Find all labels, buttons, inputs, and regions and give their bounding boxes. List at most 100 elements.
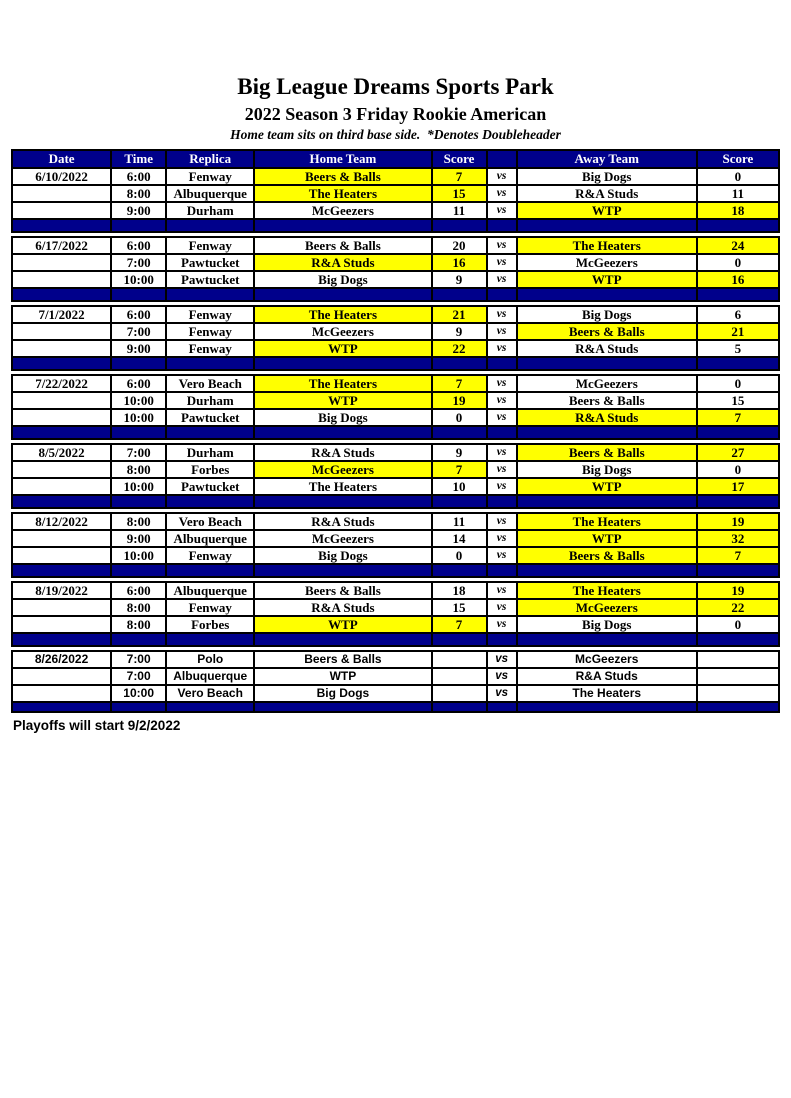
spacer-cell (254, 232, 432, 237)
game-row: 9:00 Durham McGeezers 11 vs WTP 18 (10, 201, 781, 220)
schedule-table: Date Time Replica Home Team Score Away Team Sc… (10, 149, 781, 713)
spacer-cell (516, 370, 697, 375)
separator-cell (10, 632, 113, 647)
separator-cell (515, 632, 698, 647)
separator-cell (165, 356, 256, 371)
game-row: 7:00 Fenway McGeezers 9 vs Beers & Balls 21 (10, 322, 781, 341)
spacer-cell (516, 232, 697, 237)
separator-cell (253, 287, 433, 302)
home-score-cell: 11 (430, 512, 488, 531)
time-cell: 8:00 (110, 460, 168, 479)
spacer-cell (111, 577, 167, 582)
away-team-cell: Big Dogs (515, 305, 698, 324)
separator-cell (110, 701, 168, 713)
home-team-cell: The Heaters (253, 305, 433, 324)
spacer-cell (166, 646, 255, 651)
game-row: 9:00 Fenway WTP 22 vs R&A Studs 5 (10, 339, 781, 358)
away-score-cell: 0 (695, 253, 781, 272)
spacer-cell (516, 439, 697, 444)
separator-row (10, 632, 781, 647)
replica-cell: Fenway (165, 598, 256, 617)
home-score-cell (430, 667, 488, 686)
separator-row (10, 425, 781, 440)
separator-cell (10, 494, 113, 509)
spacer-cell (486, 439, 517, 444)
separator-cell (695, 218, 781, 233)
game-row: 8/5/2022 7:00 Durham R&A Studs 9 vs Beers & Ba… (10, 443, 781, 462)
separator-cell (10, 563, 113, 578)
away-score-cell: 7 (695, 546, 781, 565)
home-team-cell: WTP (253, 339, 433, 358)
away-score-cell: 21 (695, 322, 781, 341)
away-team-cell: The Heaters (515, 581, 698, 600)
away-team-cell: R&A Studs (515, 667, 698, 686)
separator-cell (165, 425, 256, 440)
column-header-away-team: Away Team (515, 149, 698, 169)
home-team-cell: Big Dogs (253, 270, 433, 289)
replica-cell: Pawtucket (165, 477, 256, 496)
vs-cell: vs (485, 339, 518, 358)
separator-cell (515, 425, 698, 440)
spacer-cell (254, 370, 432, 375)
vs-cell: vs (485, 546, 518, 565)
spacer-cell (486, 301, 517, 306)
replica-cell: Pawtucket (165, 253, 256, 272)
separator-cell (515, 356, 698, 371)
time-cell: 10:00 (110, 684, 168, 703)
away-score-cell: 32 (695, 529, 781, 548)
game-row: 10:00 Vero Beach Big Dogs vs The Heaters (10, 684, 781, 703)
spacer-cell (254, 577, 432, 582)
spacer-cell (486, 370, 517, 375)
spacer-cell (111, 232, 167, 237)
separator-cell (430, 701, 488, 713)
separator-row (10, 356, 781, 371)
vs-cell: vs (485, 184, 518, 203)
date-cell (10, 477, 113, 496)
date-cell: 8/5/2022 (10, 443, 113, 462)
away-team-cell: McGeezers (515, 374, 698, 393)
column-header-replica: Replica (165, 149, 256, 169)
time-cell: 6:00 (110, 374, 168, 393)
separator-cell (485, 356, 518, 371)
home-team-cell: The Heaters (253, 477, 433, 496)
game-row: 8/12/2022 8:00 Vero Beach R&A Studs 11 vs The … (10, 512, 781, 531)
home-score-cell: 7 (430, 460, 488, 479)
spacer-cell (111, 646, 167, 651)
separator-cell (253, 356, 433, 371)
spacer-cell (254, 508, 432, 513)
home-team-cell: Big Dogs (253, 408, 433, 427)
separator-cell (430, 287, 488, 302)
spacer-row (12, 646, 779, 651)
vs-cell: vs (485, 305, 518, 324)
game-row: 8/19/2022 6:00 Albuquerque Beers & Balls 18 v… (10, 581, 781, 600)
separator-cell (253, 701, 433, 713)
replica-cell: Durham (165, 391, 256, 410)
spacer-cell (431, 508, 487, 513)
separator-cell (10, 356, 113, 371)
date-cell: 6/17/2022 (10, 236, 113, 255)
replica-cell: Durham (165, 443, 256, 462)
spacer-cell (696, 646, 779, 651)
spacer-cell (516, 577, 697, 582)
separator-cell (165, 287, 256, 302)
vs-cell: vs (485, 322, 518, 341)
time-cell: 8:00 (110, 184, 168, 203)
separator-cell (430, 563, 488, 578)
spacer-cell (431, 232, 487, 237)
spacer-cell (696, 508, 779, 513)
away-score-cell: 15 (695, 391, 781, 410)
separator-cell (695, 287, 781, 302)
home-score-cell: 16 (430, 253, 488, 272)
replica-cell: Vero Beach (165, 512, 256, 531)
home-score-cell: 19 (430, 391, 488, 410)
home-score-cell: 0 (430, 408, 488, 427)
date-cell: 8/26/2022 (10, 650, 113, 669)
separator-cell (165, 632, 256, 647)
spacer-cell (111, 370, 167, 375)
footer-note: Playoffs will start 9/2/2022 (13, 718, 181, 733)
vs-cell: vs (485, 201, 518, 220)
away-team-cell: McGeezers (515, 598, 698, 617)
separator-cell (10, 701, 113, 713)
separator-cell (110, 356, 168, 371)
separator-row (10, 494, 781, 509)
